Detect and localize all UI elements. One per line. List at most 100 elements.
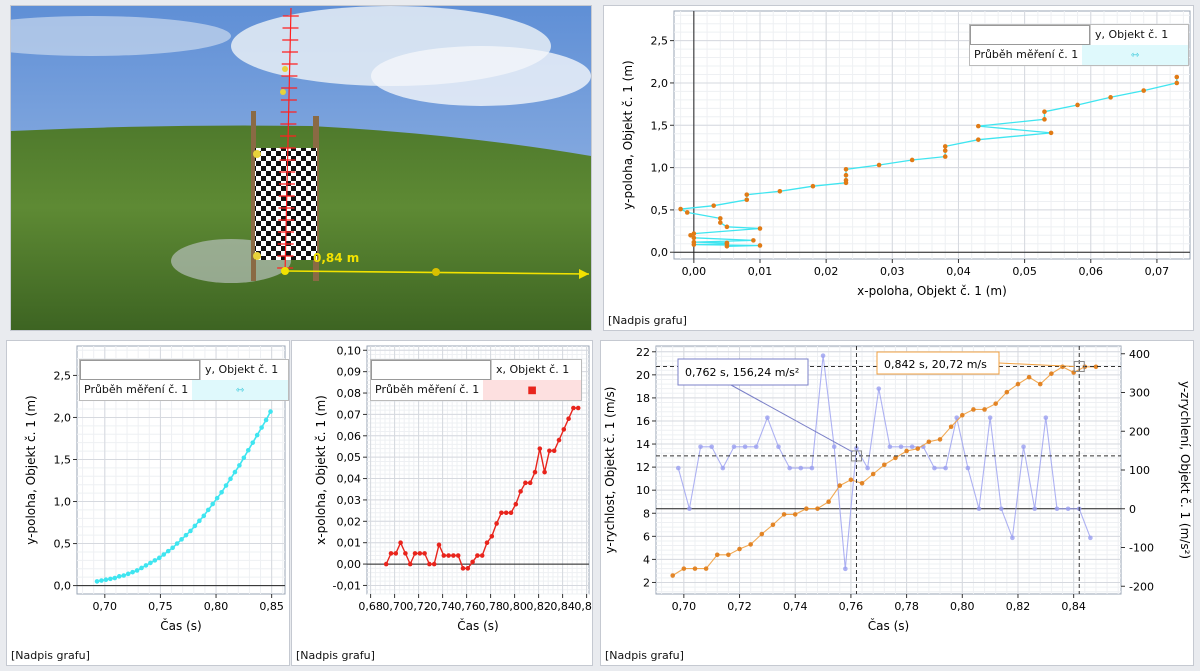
data-point[interactable] (1141, 88, 1146, 93)
data-point[interactable] (854, 446, 859, 451)
data-point[interactable] (1037, 381, 1043, 387)
data-point[interactable] (170, 545, 175, 551)
data-point[interactable] (210, 501, 216, 507)
data-point[interactable] (904, 448, 909, 454)
data-point[interactable] (1042, 117, 1047, 122)
chart-legend[interactable]: x, Objekt č. 1 Průběh měření č. 1 ■ (370, 359, 582, 401)
data-point[interactable] (152, 558, 158, 563)
data-point[interactable] (826, 499, 831, 505)
data-point[interactable] (527, 480, 533, 486)
data-point[interactable] (108, 576, 113, 582)
data-point[interactable] (148, 560, 153, 566)
data-point[interactable] (1010, 535, 1015, 541)
data-point[interactable] (388, 551, 394, 556)
data-point[interactable] (744, 192, 750, 197)
data-point[interactable] (250, 440, 256, 445)
vt-chart-panel[interactable]: 0,70 0,72 0,74 0,76 0,78 0,80 0,82 0,84 2 4 6 8 10 12… (600, 340, 1194, 666)
data-point[interactable] (1065, 506, 1071, 512)
data-point[interactable] (157, 555, 162, 561)
data-point[interactable] (556, 437, 562, 443)
data-point[interactable] (263, 417, 269, 423)
data-point[interactable] (455, 553, 461, 558)
data-point[interactable] (843, 166, 849, 172)
data-point[interactable] (720, 465, 726, 471)
data-point[interactable] (237, 463, 242, 468)
data-point[interactable] (777, 188, 783, 194)
data-point[interactable] (948, 424, 954, 430)
data-point[interactable] (781, 512, 787, 517)
data-point[interactable] (898, 444, 904, 450)
data-point[interactable] (687, 506, 692, 512)
data-point[interactable] (809, 465, 815, 471)
data-point[interactable] (130, 569, 135, 575)
cursor-marker[interactable] (850, 450, 862, 462)
data-point[interactable] (684, 210, 690, 215)
data-point[interactable] (499, 510, 504, 516)
data-point[interactable] (787, 465, 792, 471)
chart-caption[interactable]: [Nadpis grafu] (11, 649, 90, 662)
data-point[interactable] (987, 415, 993, 420)
data-point[interactable] (431, 561, 437, 567)
data-point[interactable] (214, 495, 220, 501)
data-point[interactable] (926, 439, 932, 445)
cursor-marker[interactable] (1073, 361, 1085, 373)
data-point[interactable] (759, 531, 765, 537)
data-point[interactable] (201, 513, 207, 519)
data-point[interactable] (843, 177, 849, 183)
data-point[interactable] (943, 465, 948, 471)
data-point[interactable] (1015, 381, 1021, 387)
data-point[interactable] (571, 405, 576, 411)
yt-chart-panel[interactable]: 0,70 0,75 0,80 0,85 0,0 0,5 1,0 1,5 2,0 2,5 Čas (s… (6, 340, 290, 666)
data-point[interactable] (909, 157, 915, 163)
data-point[interactable] (475, 553, 480, 558)
data-point[interactable] (192, 523, 198, 529)
data-point[interactable] (724, 224, 730, 230)
data-point[interactable] (954, 415, 960, 420)
data-point[interactable] (1048, 130, 1054, 136)
data-point[interactable] (241, 455, 247, 461)
data-point[interactable] (484, 540, 490, 545)
data-point[interactable] (748, 542, 753, 547)
data-point[interactable] (751, 238, 756, 243)
data-point[interactable] (792, 512, 798, 517)
data-point[interactable] (753, 444, 759, 450)
data-point[interactable] (1032, 506, 1037, 512)
data-point[interactable] (691, 235, 697, 241)
data-point[interactable] (737, 546, 742, 552)
data-point[interactable] (228, 476, 233, 482)
video-panel[interactable]: 0,84 m (10, 5, 592, 331)
data-point[interactable] (479, 553, 485, 558)
data-point[interactable] (508, 510, 514, 516)
data-point[interactable] (412, 551, 418, 556)
data-point[interactable] (776, 444, 781, 450)
data-point[interactable] (245, 447, 251, 453)
tracking-point[interactable] (282, 66, 288, 72)
tracking-point[interactable] (253, 150, 261, 158)
xy-chart-panel[interactable]: 0,00 0,01 0,02 0,03 0,04 0,05 0,06 0,07 0,0 0,5 1,… (603, 5, 1194, 331)
data-point[interactable] (417, 551, 423, 556)
chart-legend[interactable]: y, Objekt č. 1 Průběh měření č. 1 ⇿ (79, 359, 289, 401)
data-point[interactable] (976, 137, 981, 142)
data-point[interactable] (566, 416, 571, 421)
data-point[interactable] (770, 522, 776, 528)
data-point[interactable] (422, 551, 427, 556)
data-point[interactable] (932, 465, 937, 471)
data-point[interactable] (174, 541, 180, 546)
data-point[interactable] (197, 518, 202, 524)
data-point[interactable] (427, 561, 432, 567)
data-point[interactable] (551, 448, 557, 454)
data-point[interactable] (714, 552, 720, 558)
data-point[interactable] (942, 148, 948, 153)
chart-caption[interactable]: [Nadpis grafu] (608, 314, 687, 327)
data-point[interactable] (188, 528, 193, 534)
tracking-point[interactable] (280, 89, 286, 95)
data-point[interactable] (765, 415, 770, 420)
data-point[interactable] (691, 239, 697, 245)
data-point[interactable] (547, 448, 552, 454)
tracking-point[interactable] (253, 252, 261, 260)
data-point[interactable] (703, 566, 709, 571)
data-point[interactable] (165, 548, 171, 554)
data-point[interactable] (971, 407, 976, 412)
data-point[interactable] (383, 561, 389, 567)
data-point[interactable] (982, 407, 987, 412)
